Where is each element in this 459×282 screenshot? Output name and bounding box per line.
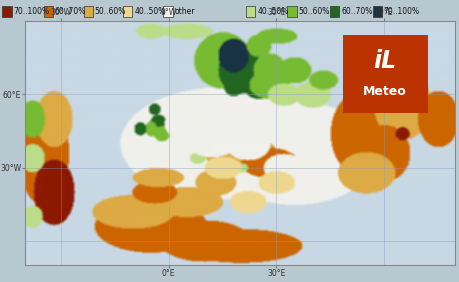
Text: 70..100%: 70..100%: [383, 7, 419, 16]
Text: other: other: [174, 7, 195, 16]
Bar: [84, 6, 93, 17]
Bar: [246, 6, 255, 17]
Text: Meteo: Meteo: [363, 85, 406, 98]
Text: 40..50%: 40..50%: [134, 7, 165, 16]
Text: 60..70%: 60..70%: [341, 7, 372, 16]
Text: 50..60%: 50..60%: [95, 7, 126, 16]
Bar: [372, 6, 381, 17]
FancyBboxPatch shape: [339, 32, 430, 116]
Text: 40..50%: 40..50%: [257, 7, 288, 16]
Text: 60..70%: 60..70%: [55, 7, 86, 16]
Text: 50..60%: 50..60%: [298, 7, 329, 16]
Bar: [330, 6, 339, 17]
Bar: [2, 6, 11, 17]
Bar: [44, 6, 53, 17]
Bar: [163, 6, 172, 17]
Bar: [123, 6, 132, 17]
Text: 70..100%: 70..100%: [13, 7, 50, 16]
Text: iL: iL: [373, 49, 396, 73]
Bar: [287, 6, 296, 17]
